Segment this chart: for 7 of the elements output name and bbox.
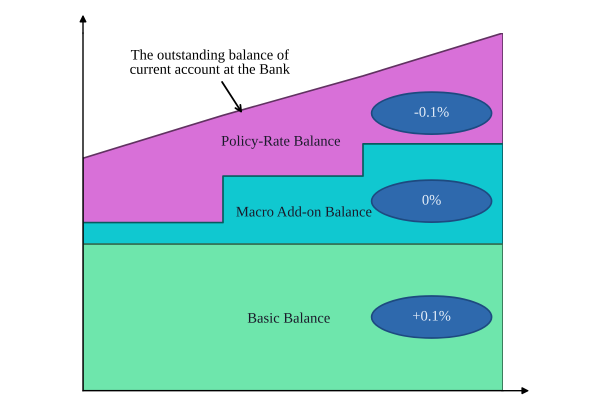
series-label: Policy-Rate Balance <box>222 135 340 149</box>
annotation: 0% <box>422 194 441 205</box>
series-label: Basic Balance <box>248 312 330 323</box>
annotation: -0.1% <box>414 106 449 117</box>
series-label: Macro Add-on Balance <box>236 206 372 217</box>
annotation: +0.1% <box>413 310 450 321</box>
annotation: The outstanding balance of current account at the Bank <box>130 49 290 74</box>
